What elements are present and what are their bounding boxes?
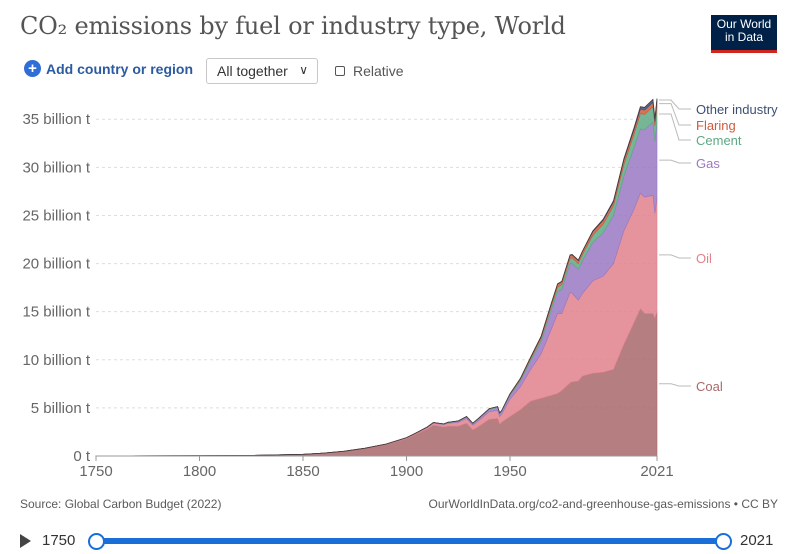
y-tick-label: 25 billion t xyxy=(22,207,90,224)
y-tick-label: 30 billion t xyxy=(22,159,90,176)
source-note: Source: Global Carbon Budget (2022) xyxy=(20,497,222,511)
legend-connector xyxy=(659,99,691,110)
x-tick-label: 1750 xyxy=(79,463,112,480)
add-country-label: Add country or region xyxy=(46,60,193,77)
x-tick-label: 1850 xyxy=(286,463,319,480)
timeline-end-handle[interactable] xyxy=(715,533,732,550)
legend-label-coal[interactable]: Coal xyxy=(696,379,723,394)
x-tick-label: 1950 xyxy=(493,463,526,480)
chart-title: CO₂ emissions by fuel or industry type, … xyxy=(20,12,566,40)
logo-line-2: in Data xyxy=(724,30,764,44)
emissions-area-chart: 0 t 5 billion t 10 billion t 15 billion t 20… xyxy=(22,98,778,480)
y-tick-label: 35 billion t xyxy=(22,111,90,128)
legend-connector xyxy=(659,113,691,141)
timeline-end-label: 2021 xyxy=(740,532,774,549)
legend-connector xyxy=(659,383,691,387)
plus-circle-icon: + xyxy=(24,60,41,77)
relative-toggle[interactable]: Relative xyxy=(335,63,404,79)
timeline-start-label: 1750 xyxy=(42,532,76,549)
y-tick-label: 20 billion t xyxy=(22,256,90,273)
credit-link[interactable]: OurWorldInData.org/co2-and-greenhouse-ga… xyxy=(428,497,778,511)
add-country-button[interactable]: + Add country or region xyxy=(24,60,193,77)
timeline: 1750 2021 xyxy=(0,526,800,554)
x-tick-label: 2021 xyxy=(640,463,673,480)
total-outline xyxy=(95,98,658,457)
play-icon[interactable] xyxy=(20,534,31,548)
stack-mode-select[interactable]: All together ∨ xyxy=(206,58,318,84)
legend-label-oil[interactable]: Oil xyxy=(696,251,712,266)
timeline-start-handle[interactable] xyxy=(88,533,105,550)
y-tick-label: 0 t xyxy=(73,448,91,465)
logo-line-1: Our World xyxy=(716,17,772,31)
legend-label-other[interactable]: Other industry xyxy=(696,102,778,117)
legend-label-cement[interactable]: Cement xyxy=(696,133,742,148)
legend-connector xyxy=(659,254,691,259)
y-tick-label: 5 billion t xyxy=(31,400,91,417)
relative-label: Relative xyxy=(353,63,404,79)
relative-checkbox[interactable] xyxy=(335,66,345,76)
legend-connector xyxy=(659,159,691,164)
legend-connector xyxy=(659,103,691,126)
y-tick-label: 10 billion t xyxy=(22,352,90,369)
stack-mode-value: All together xyxy=(217,63,288,79)
owid-logo[interactable]: Our World in Data xyxy=(711,15,777,53)
x-tick-label: 1900 xyxy=(390,463,423,480)
timeline-track[interactable] xyxy=(96,538,724,544)
chevron-down-icon: ∨ xyxy=(299,63,308,77)
legend-label-gas[interactable]: Gas xyxy=(696,156,720,171)
legend-label-flaring[interactable]: Flaring xyxy=(696,118,736,133)
x-tick-label: 1800 xyxy=(183,463,216,480)
y-tick-label: 15 billion t xyxy=(22,304,90,321)
